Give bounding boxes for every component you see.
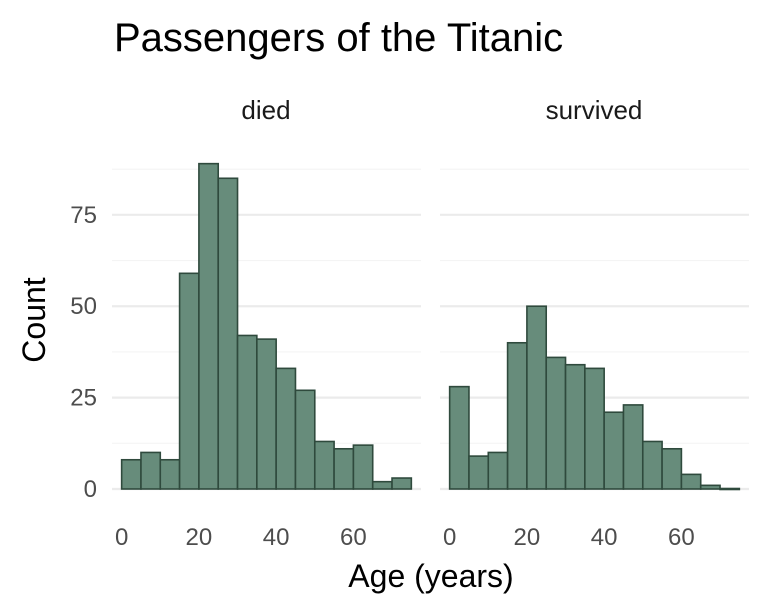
histogram-bar-survived-55 bbox=[661, 447, 683, 490]
histogram-bar-died-35 bbox=[256, 338, 277, 490]
y-tick-label: 25 bbox=[70, 385, 97, 412]
histogram-bar-died-45 bbox=[294, 389, 316, 490]
histogram-bar-died-30 bbox=[236, 334, 258, 490]
panel-label-died: died bbox=[241, 95, 290, 125]
histogram-bar-survived-35 bbox=[584, 367, 605, 490]
histogram-bar-survived-50 bbox=[641, 440, 663, 490]
x-tick-label: 40 bbox=[591, 524, 618, 551]
y-axis-ticks: 0 25 50 75 bbox=[70, 202, 97, 503]
histogram-bar-died-50 bbox=[313, 440, 335, 490]
histogram-bar-survived-10 bbox=[487, 451, 509, 490]
histogram-bar-died-65 bbox=[371, 480, 393, 490]
histogram-bar-survived-30 bbox=[564, 363, 586, 490]
histogram-bar-died-55 bbox=[333, 447, 355, 490]
x-axis-title: Age (years) bbox=[348, 558, 513, 594]
histogram-bar-survived-70 bbox=[719, 487, 741, 491]
histogram-bar-survived-25 bbox=[545, 356, 567, 490]
x-tick-label: 40 bbox=[263, 524, 290, 551]
chart-title: Passengers of the Titanic bbox=[114, 16, 563, 60]
x-tick-label: 60 bbox=[340, 524, 367, 551]
histogram-bar-survived-0 bbox=[448, 385, 470, 490]
histogram-bar-died-5 bbox=[140, 451, 162, 490]
histogram-bar-survived-65 bbox=[699, 484, 721, 490]
panel-label-survived: survived bbox=[546, 95, 643, 125]
histogram-bar-survived-40 bbox=[603, 411, 625, 490]
histogram-bar-died-25 bbox=[217, 177, 239, 490]
histogram-bar-died-10 bbox=[159, 458, 181, 490]
y-tick-label: 50 bbox=[70, 293, 97, 320]
histogram-bar-died-20 bbox=[198, 162, 220, 490]
x-tick-label: 20 bbox=[514, 524, 541, 551]
x-axis-ticks: 0 20 40 60 0 20 40 60 bbox=[115, 524, 695, 551]
histogram-bar-survived-20 bbox=[526, 305, 548, 490]
histogram-bar-died-60 bbox=[352, 444, 374, 490]
x-tick-label: 60 bbox=[668, 524, 695, 551]
histogram-bar-died-40 bbox=[275, 367, 297, 490]
histogram-bar-survived-45 bbox=[622, 404, 644, 490]
panel-died bbox=[112, 162, 421, 491]
y-tick-label: 0 bbox=[84, 476, 97, 503]
x-tick-label: 20 bbox=[186, 524, 213, 551]
y-tick-label: 75 bbox=[70, 202, 97, 229]
x-tick-label: 0 bbox=[115, 524, 128, 551]
x-tick-label: 0 bbox=[443, 524, 456, 551]
y-axis-title: Count bbox=[16, 277, 52, 363]
histogram-bar-died-0 bbox=[120, 458, 142, 490]
histogram-bar-died-15 bbox=[178, 272, 200, 490]
histogram-bar-died-70 bbox=[391, 477, 413, 490]
panel-survived bbox=[440, 168, 749, 491]
histogram-bar-survived-5 bbox=[468, 455, 490, 490]
histogram-bar-survived-15 bbox=[506, 341, 528, 490]
histogram-bar-survived-60 bbox=[680, 473, 702, 490]
